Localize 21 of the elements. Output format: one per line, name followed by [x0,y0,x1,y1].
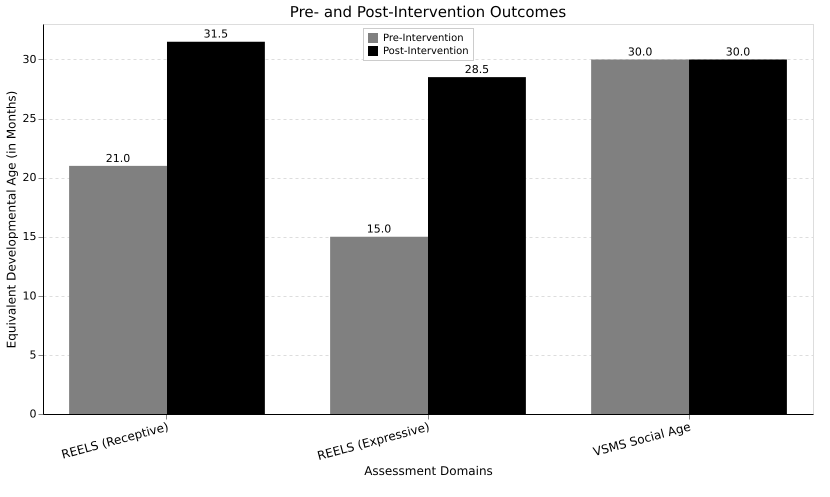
bar [591,59,690,414]
y-tick-label: 10 [22,289,36,302]
y-tick-label: 5 [30,348,36,362]
data-label: 30.0 [726,45,750,58]
y-tick-label: 0 [30,408,36,420]
data-label: 21.0 [106,152,130,165]
x-axis-title: Assessment Domains [364,464,493,478]
data-label: 30.0 [628,45,652,58]
legend-label: Pre-Intervention [383,33,464,44]
y-tick-label: 20 [22,171,36,184]
data-label: 31.5 [204,28,228,41]
y-tick-label: 25 [22,112,36,126]
x-tick-label: VSMS Social Age [592,420,692,460]
legend-label: Post-Intervention [383,46,469,57]
chart-title: Pre- and Post-Intervention Outcomes [290,3,566,21]
y-axis-title: Equivalent Developmental Age (in Months) [4,90,19,348]
y-tick-label: 30 [22,52,36,66]
bar [330,236,428,414]
y-tick-label: 15 [22,230,36,244]
data-label: 15.0 [366,222,392,236]
data-label: 28.5 [464,63,490,76]
